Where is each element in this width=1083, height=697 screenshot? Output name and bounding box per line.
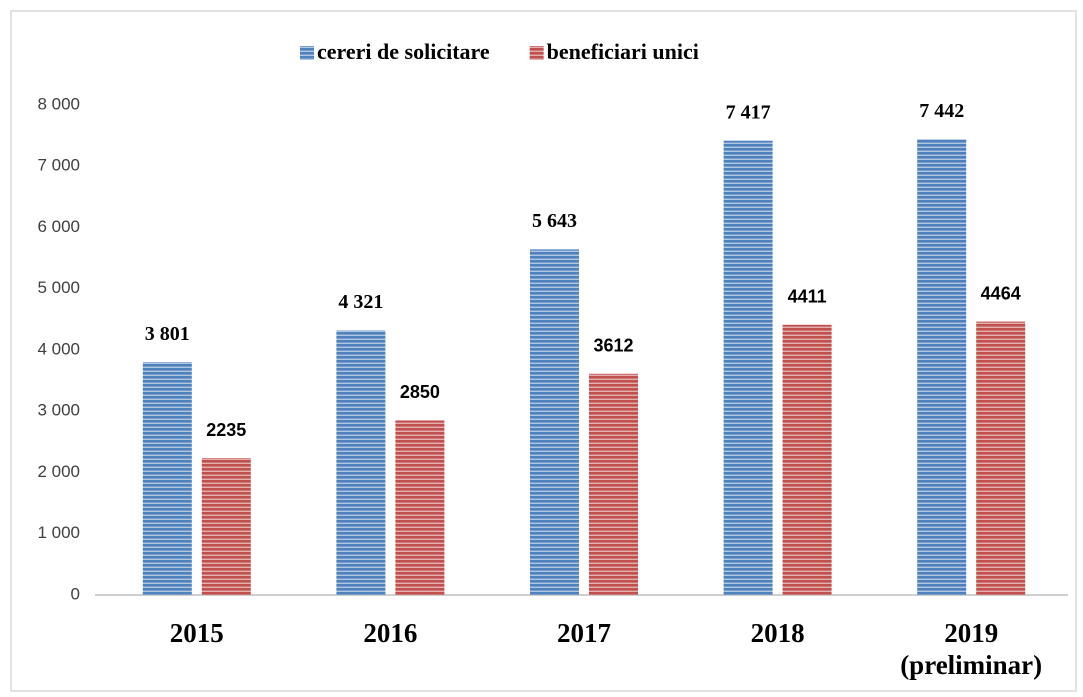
y-tick-label: 1 000 [37, 523, 80, 542]
y-tick-label: 2 000 [37, 462, 80, 481]
y-tick-label: 6 000 [37, 217, 80, 236]
legend-swatch [529, 46, 544, 60]
y-tick-label: 4 000 [37, 339, 80, 358]
bar [336, 330, 386, 595]
data-label: 2235 [206, 420, 246, 440]
data-label: 3612 [593, 336, 633, 356]
data-label: 4411 [788, 287, 827, 307]
bar [201, 458, 251, 595]
data-label: 7 442 [919, 100, 964, 122]
data-label: 5 643 [532, 210, 577, 232]
bar [723, 140, 773, 596]
data-label: 4464 [981, 283, 1021, 303]
legend-label: beneficiari unici [547, 39, 699, 64]
y-tick-label: 5 000 [37, 278, 80, 297]
data-label: 7 417 [726, 101, 771, 123]
bar [976, 321, 1026, 595]
data-label: 3 801 [145, 323, 190, 345]
bar [142, 362, 192, 595]
y-tick-label: 0 [71, 584, 80, 603]
chart-border [10, 10, 1077, 692]
x-tick-label: 2017 [557, 618, 611, 648]
y-tick-label: 8 000 [37, 94, 80, 113]
x-tick-label: 2015 [169, 618, 224, 648]
data-label: 4 321 [338, 291, 383, 313]
x-tick-label: 2018 [750, 618, 805, 648]
bar [395, 420, 445, 595]
x-tick-label: 2019 (preliminar) [900, 618, 1043, 680]
bar [782, 324, 832, 595]
y-tick-label: 3 000 [37, 401, 80, 420]
data-label: 2850 [400, 382, 440, 402]
bar [589, 373, 638, 595]
bar [530, 249, 579, 595]
legend-label: cereri de solicitare [317, 39, 490, 64]
legend-swatch [300, 46, 314, 60]
bar [917, 139, 967, 596]
y-tick-label: 7 000 [37, 156, 80, 175]
x-tick-label: 2016 [363, 618, 418, 648]
